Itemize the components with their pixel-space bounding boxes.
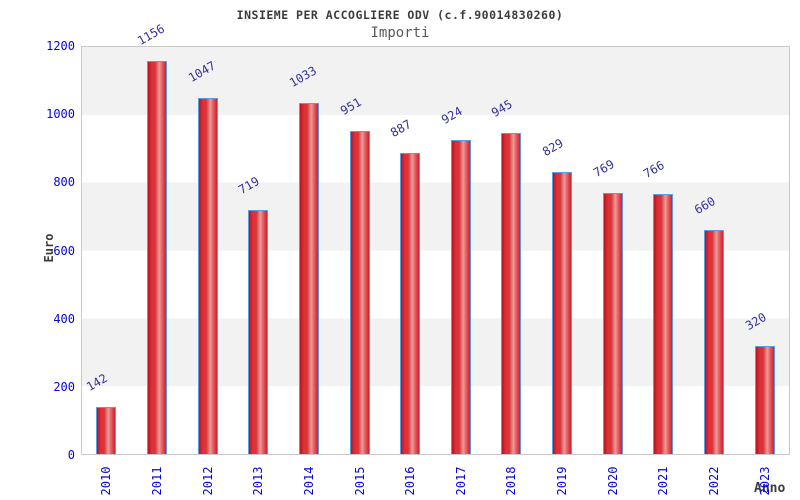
bar-2022 xyxy=(704,230,725,454)
x-axis-tick-label: 2020 xyxy=(605,466,620,496)
bar-2020 xyxy=(602,193,623,454)
chart-subtitle: Importi xyxy=(370,25,430,41)
plot-area xyxy=(81,46,790,455)
y-axis-tick-label: 600 xyxy=(53,243,75,258)
x-axis-tick-label: 2012 xyxy=(200,466,215,496)
x-axis-tick-label: 2014 xyxy=(301,466,316,496)
x-axis-tick-label: 2011 xyxy=(149,466,164,496)
x-axis-tick-label: 2023 xyxy=(757,466,772,496)
y-axis-tick-label: 800 xyxy=(53,175,75,190)
x-axis-tick-label: 2013 xyxy=(251,466,266,496)
y-axis-tick-label: 0 xyxy=(67,448,75,462)
chart-title: INSIEME PER ACCOGLIERE ODV (c.f.90014830… xyxy=(236,8,564,22)
y-axis-tick-label: 1000 xyxy=(46,107,75,122)
x-axis-tick-label: 2016 xyxy=(403,466,418,496)
bar-2019 xyxy=(552,172,573,454)
x-axis-tick-label: 2021 xyxy=(656,466,671,496)
x-axis-tick-label: 2010 xyxy=(99,466,114,496)
bar-2012 xyxy=(197,98,218,454)
x-axis-tick-label: 2017 xyxy=(453,466,468,496)
x-axis-tick-label: 2015 xyxy=(352,466,367,496)
bar-2016 xyxy=(400,153,421,454)
bar-2017 xyxy=(450,140,471,454)
y-axis-tick-label: 1200 xyxy=(46,39,75,53)
bar-2018 xyxy=(501,133,522,454)
bar-2010 xyxy=(96,407,117,454)
y-axis-tick-label: 400 xyxy=(53,311,75,326)
bar-2013 xyxy=(248,210,269,454)
x-axis-tick-label: 2019 xyxy=(555,466,570,496)
x-axis-tick-label: 2022 xyxy=(707,466,722,496)
bar-2011 xyxy=(146,61,167,454)
bar-2014 xyxy=(298,103,319,454)
x-axis-tick-label: 2018 xyxy=(504,466,519,496)
bar-2015 xyxy=(349,131,370,454)
y-axis-tick-label: 200 xyxy=(53,379,75,394)
x-axis-title: Anno xyxy=(754,481,786,496)
bar-2023 xyxy=(754,346,775,454)
bar-2021 xyxy=(653,194,674,454)
